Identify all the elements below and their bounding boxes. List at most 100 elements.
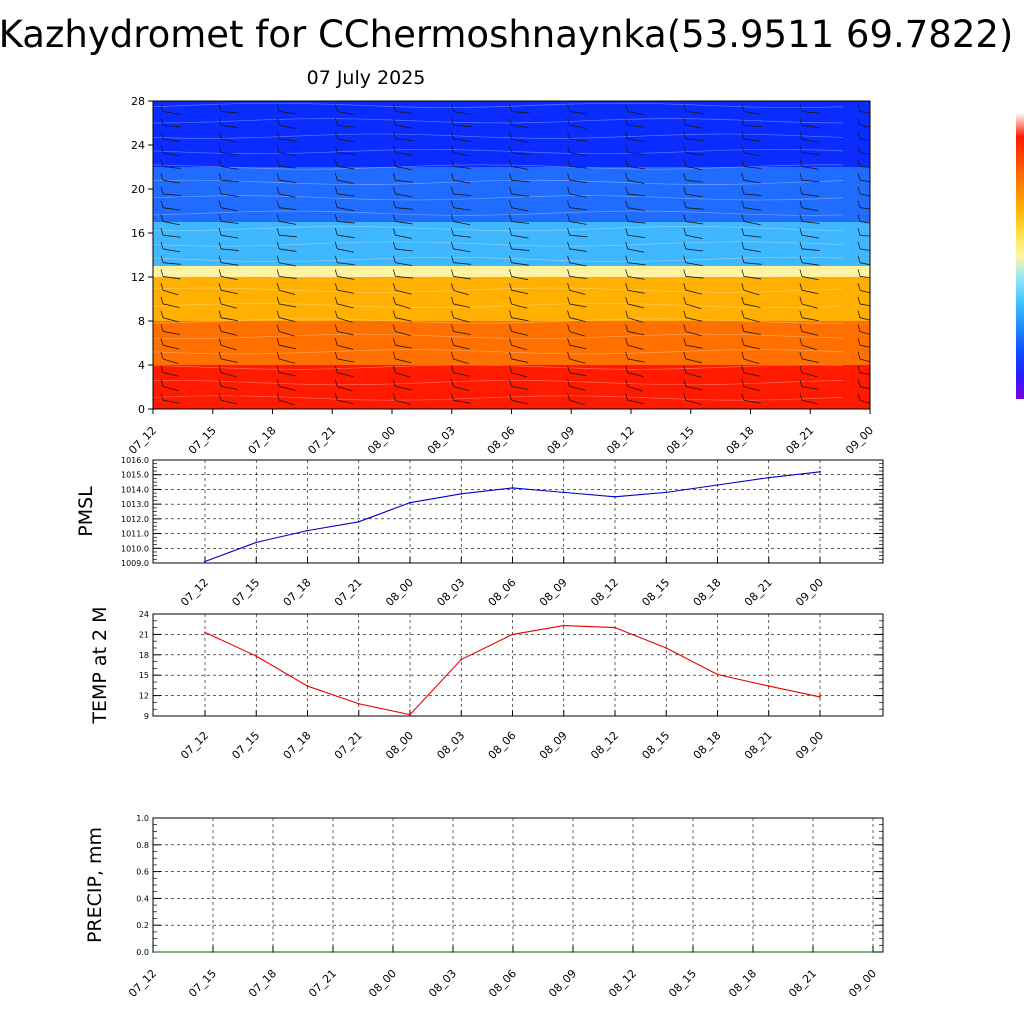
wind-barb	[627, 166, 646, 170]
wind-barb-flag	[334, 283, 338, 291]
wind-barb	[162, 303, 180, 308]
wind-barb	[279, 234, 297, 238]
wind-barb-flag	[276, 338, 280, 346]
wind-barb-flag	[276, 214, 280, 222]
wind-barb-flag	[451, 131, 454, 140]
wind-barb-flag	[683, 255, 687, 263]
wind-barb-flag	[625, 269, 629, 277]
wind-barb-flag	[392, 214, 396, 222]
wind-barb	[627, 124, 646, 128]
wind-barb	[221, 262, 239, 266]
wind-barb-flag	[334, 393, 338, 401]
wind-barb-flag	[625, 283, 629, 291]
wind-barb	[685, 124, 703, 129]
wind-barb	[220, 303, 237, 309]
wind-barb-flag	[392, 310, 396, 318]
wind-barb-flag	[392, 283, 396, 291]
data-point	[272, 951, 274, 953]
wind-barb-flag	[218, 186, 222, 195]
wind-barb	[221, 138, 238, 143]
wind-barb	[859, 262, 870, 266]
wind-barb	[743, 331, 761, 335]
wind-barb	[453, 317, 470, 323]
x-tick-label: 08_21	[783, 424, 816, 457]
wind-barb-flag	[218, 159, 222, 167]
wind-barb-flag	[857, 296, 861, 305]
wind-barb-flag	[392, 228, 396, 236]
wind-barb-flag	[451, 379, 454, 387]
wind-barb-flag	[857, 269, 861, 277]
x-tick-label: 07_15	[229, 576, 262, 609]
wind-barb	[627, 221, 646, 224]
y-tick-label: 1016.0	[121, 456, 149, 465]
wind-barb-flag	[857, 365, 861, 373]
wind-barb-flag	[276, 228, 280, 236]
y-tick-label: 1013.0	[121, 500, 149, 509]
wind-barb	[279, 399, 295, 406]
wind-barb	[685, 317, 703, 322]
contour-line	[153, 303, 844, 309]
wind-barb	[162, 386, 179, 392]
wind-barb	[395, 331, 412, 337]
y-tick-label: 1015.0	[121, 471, 149, 480]
wind-barb-flag	[799, 159, 803, 167]
wind-barb	[511, 138, 529, 143]
x-tick-label: 07_21	[305, 424, 338, 457]
wind-barb	[801, 221, 820, 224]
wind-barb-flag	[334, 131, 338, 140]
wind-barb	[801, 152, 820, 156]
wind-barb	[511, 124, 529, 129]
wind-barb-flag	[509, 228, 512, 236]
wind-barb-flag	[741, 173, 745, 181]
wind-barb-flag	[509, 351, 512, 360]
wind-barb-flag	[567, 351, 570, 360]
wind-barb-flag	[334, 228, 338, 236]
wind-barb	[453, 248, 471, 253]
data-point	[665, 647, 668, 649]
wind-barb	[801, 358, 819, 363]
wind-barbs	[160, 104, 870, 406]
wind-barb	[162, 152, 180, 157]
wind-barb-flag	[276, 186, 280, 195]
x-tick-label: 09_00	[793, 729, 826, 762]
data-point	[752, 951, 754, 953]
contour-line	[153, 272, 844, 278]
wind-barb	[162, 234, 181, 238]
wind-barb	[569, 399, 586, 406]
wind-barb	[511, 303, 528, 309]
wind-barb	[627, 331, 645, 336]
data-point	[306, 529, 309, 532]
wind-barb-flag	[857, 159, 861, 167]
wind-barb-flag	[218, 310, 222, 318]
wind-barb	[453, 193, 472, 196]
contour-line	[153, 149, 844, 155]
wind-barb-flag	[741, 324, 745, 332]
y-tick-label: 15	[139, 671, 149, 680]
wind-barb-flag	[218, 145, 222, 153]
wind-barb-flag	[160, 104, 164, 112]
wind-barb-flag	[799, 283, 803, 291]
wind-barb	[221, 386, 239, 390]
wind-barb	[337, 234, 355, 239]
wind-barb	[453, 221, 471, 226]
precipitation-panel: 0.0 0.2 0.4 0.6 0.8 1.0 07_12 07_15 07_18 07_21 08…	[84, 814, 884, 1000]
wind-barb	[162, 289, 179, 296]
wind-barb-flag	[625, 186, 629, 195]
wind-barb	[859, 276, 870, 279]
wind-barb	[859, 234, 870, 237]
wind-barb	[801, 399, 819, 405]
page-title: Kazhydromet for CChermoshnaynka(53.9511 …	[0, 13, 1013, 56]
wind-barb-flag	[683, 159, 687, 167]
wind-barb-flag	[218, 104, 222, 112]
wind-barb	[627, 248, 645, 253]
wind-barb-flag	[509, 104, 512, 112]
wind-barb-flag	[218, 200, 222, 208]
wind-barb	[569, 372, 587, 377]
wind-barb	[279, 166, 297, 169]
y-tick-label: 21	[139, 630, 149, 639]
wind-barb	[801, 372, 818, 378]
wind-barb	[859, 179, 870, 183]
wind-barb	[221, 179, 239, 183]
wind-barb-flag	[451, 228, 454, 236]
data-point	[767, 685, 770, 687]
